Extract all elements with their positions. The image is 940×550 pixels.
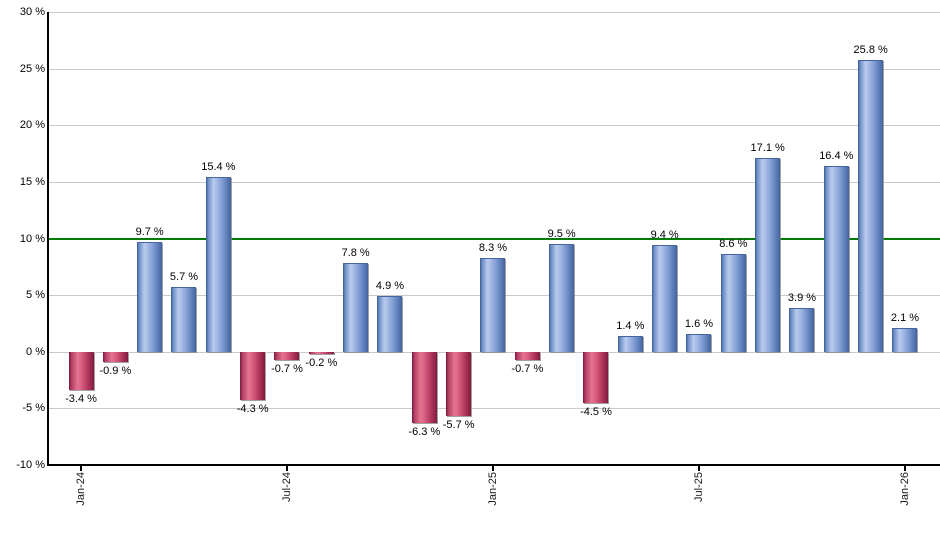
bar xyxy=(686,333,712,352)
bar-value-label: 7.8 % xyxy=(341,247,370,260)
grid-line xyxy=(48,12,940,13)
bar-value-label: -5.7 % xyxy=(442,419,475,432)
x-tick-mark xyxy=(80,465,82,471)
bar-value-label: 15.4 % xyxy=(201,161,236,174)
bar-value-label: 9.5 % xyxy=(547,228,576,241)
bar xyxy=(514,351,540,360)
y-tick-label: 0 % xyxy=(26,345,45,358)
bar-value-label: 8.6 % xyxy=(719,238,748,251)
bar xyxy=(720,254,746,352)
bar xyxy=(652,245,678,352)
bar-value-label: 17.1 % xyxy=(750,142,785,155)
y-tick-label: 5 % xyxy=(26,289,45,302)
bar xyxy=(446,351,472,417)
bar-value-label: -6.3 % xyxy=(408,426,441,439)
x-tick-label: Jul-25 xyxy=(692,472,705,502)
grid-line xyxy=(48,181,940,183)
x-tick-label: Jan-25 xyxy=(486,472,499,506)
grid-line xyxy=(48,125,940,127)
bar xyxy=(617,335,643,352)
y-tick-label: 10 % xyxy=(19,232,45,245)
bar xyxy=(205,177,231,352)
bar xyxy=(377,296,403,352)
bar-value-label: 1.6 % xyxy=(684,317,714,330)
x-tick-label: Jan-24 xyxy=(75,472,87,506)
bar-value-label: -0.7 % xyxy=(271,362,303,375)
bar xyxy=(789,307,815,352)
bar-value-label: 8.3 % xyxy=(478,241,508,254)
bar-value-label: 25.8 % xyxy=(853,43,888,56)
x-tick-label: Jul-24 xyxy=(280,472,293,502)
bar-value-label: -4.5 % xyxy=(580,405,612,418)
bar xyxy=(823,166,849,352)
bar-value-label: -0.2 % xyxy=(305,357,338,369)
bar-value-label: 16.4 % xyxy=(819,150,854,163)
bar-value-label: 9.7 % xyxy=(135,225,164,238)
grid-line xyxy=(48,351,940,353)
bar xyxy=(583,351,609,403)
bar-value-label: -4.3 % xyxy=(236,403,269,416)
bar xyxy=(892,327,918,352)
bar xyxy=(308,351,334,354)
x-tick-mark xyxy=(285,465,288,471)
bar-value-label: -0.7 % xyxy=(511,362,544,375)
bar xyxy=(858,59,884,352)
y-tick-label: 20 % xyxy=(19,119,45,132)
bar xyxy=(137,241,163,352)
bar xyxy=(755,158,781,352)
bar-value-label: 1.4 % xyxy=(616,319,645,332)
bar xyxy=(274,351,300,360)
bar xyxy=(68,351,94,391)
y-tick-label: 15 % xyxy=(19,175,45,188)
bar-value-label: 9.4 % xyxy=(650,229,679,242)
y-tick-label: 30 % xyxy=(19,6,45,18)
bar xyxy=(411,351,437,424)
reference-line-10pct xyxy=(48,237,940,240)
y-tick-label: -5 % xyxy=(22,402,45,415)
x-tick-mark xyxy=(491,465,494,471)
bar-value-label: 4.9 % xyxy=(375,280,405,293)
bar xyxy=(480,257,506,352)
grid-line xyxy=(48,408,940,410)
y-axis-line xyxy=(47,12,49,465)
bar xyxy=(343,263,369,352)
x-tick-mark xyxy=(697,465,700,471)
bar xyxy=(549,244,575,352)
grid-line xyxy=(48,68,940,70)
x-tick-label: Jan-26 xyxy=(898,472,911,506)
bar-value-label: -0.9 % xyxy=(99,364,132,377)
bar xyxy=(240,351,266,401)
y-tick-label: 25 % xyxy=(19,62,45,75)
bar-value-label: 2.1 % xyxy=(890,311,920,324)
y-tick-label: -10 % xyxy=(16,459,45,471)
bar-value-label: 3.9 % xyxy=(787,291,817,304)
bar-value-label: -3.4 % xyxy=(65,393,97,406)
bar xyxy=(171,287,197,352)
bar-value-label: 5.7 % xyxy=(169,271,199,284)
x-tick-mark xyxy=(903,465,906,471)
bar xyxy=(102,351,128,362)
